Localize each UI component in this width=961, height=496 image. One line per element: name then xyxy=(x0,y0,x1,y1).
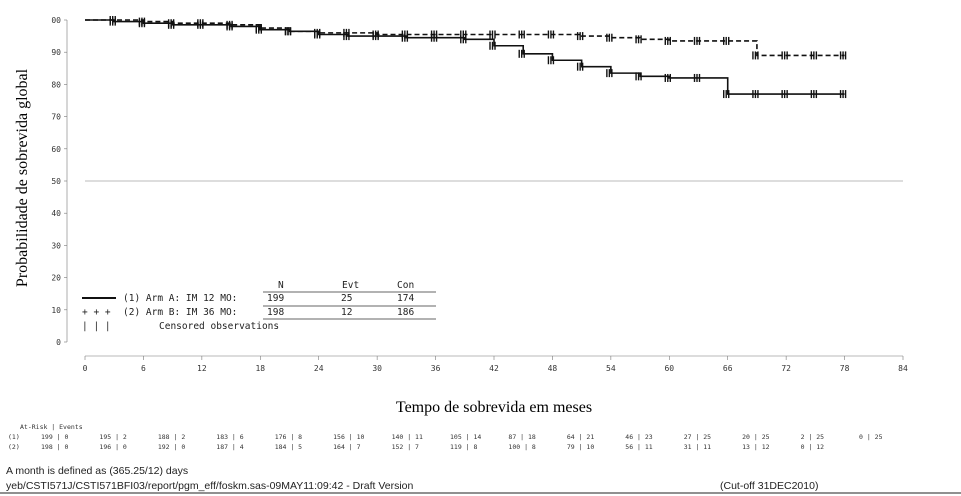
at-risk-cell: 192 | 0 xyxy=(158,443,185,451)
at-risk-table: At-Risk | Events (1) (2) 199 | 0 195 | 2 1… xyxy=(8,423,883,451)
x-tick-label: 48 xyxy=(548,364,558,373)
x-tick-label: 84 xyxy=(898,364,908,373)
y-tick-label: 40 xyxy=(51,209,61,218)
at-risk-cell: 184 | 5 xyxy=(275,443,302,451)
x-tick-label: 72 xyxy=(781,364,791,373)
at-risk-cell: 176 | 8 xyxy=(275,433,302,441)
at-risk-cell: 119 | 8 xyxy=(450,443,477,451)
at-risk-cell: 195 | 2 xyxy=(99,433,126,441)
legend-header-n: N xyxy=(278,280,284,291)
survival-curve-arm-b xyxy=(85,19,845,57)
y-axis: 0 10 20 30 40 50 60 70 80 90 00 xyxy=(51,16,68,347)
at-risk-cell: 31 | 11 xyxy=(684,443,711,451)
at-risk-cell: 0 | 12 xyxy=(801,443,825,451)
survival-curve-arm-a xyxy=(85,19,845,95)
y-tick-label: 50 xyxy=(51,177,61,186)
at-risk-cell: 196 | 0 xyxy=(99,443,126,451)
legend: N Evt Con (1) Arm A: IM 12 MO: 199 25 17… xyxy=(82,280,436,332)
at-risk-cell: 100 | 8 xyxy=(508,443,535,451)
y-tick-label: 80 xyxy=(51,80,61,89)
legend-evt-arm-b: 12 xyxy=(341,307,352,318)
footnote-program-path: yeb/CSTI571J/CSTI571BFI03/report/pgm_eff… xyxy=(6,480,414,492)
legend-n-arm-b: 198 xyxy=(267,307,284,318)
legend-label-arm-b: (2) Arm B: IM 36 MO: xyxy=(123,307,237,318)
y-tick-label: 10 xyxy=(51,306,61,315)
legend-label-censored: Censored observations xyxy=(159,321,279,332)
legend-symbol-arm-b: + + + xyxy=(82,307,111,318)
at-risk-cell: 64 | 21 xyxy=(567,433,594,441)
at-risk-cell: 46 | 23 xyxy=(625,433,652,441)
at-risk-cell: 2 | 25 xyxy=(801,433,825,441)
y-axis-title: Probabilidade de sobrevida global xyxy=(14,68,31,287)
legend-header-evt: Evt xyxy=(342,280,359,291)
y-tick-label: 70 xyxy=(51,113,61,122)
legend-con-arm-a: 174 xyxy=(397,293,414,304)
at-risk-cell: 27 | 25 xyxy=(684,433,711,441)
at-risk-cell: 20 | 25 xyxy=(742,433,769,441)
at-risk-cell: 140 | 11 xyxy=(392,433,423,441)
legend-symbol-censored: | | | xyxy=(82,321,111,332)
at-risk-cell: 188 | 2 xyxy=(158,433,185,441)
footnote-month-definition: A month is defined as (365.25/12) days xyxy=(6,465,188,477)
legend-header-con: Con xyxy=(397,280,414,291)
at-risk-cell: 0 | 25 xyxy=(859,433,883,441)
y-tick-label: 90 xyxy=(51,48,61,57)
legend-n-arm-a: 199 xyxy=(267,293,284,304)
x-tick-label: 42 xyxy=(489,364,499,373)
at-risk-cell: 87 | 18 xyxy=(508,433,535,441)
at-risk-cell: 56 | 11 xyxy=(625,443,652,451)
x-tick-label: 66 xyxy=(723,364,733,373)
y-tick-label: 30 xyxy=(51,241,61,250)
x-tick-label: 12 xyxy=(197,364,207,373)
survival-curves xyxy=(85,16,847,99)
at-risk-cell: 105 | 14 xyxy=(450,433,481,441)
at-risk-cell: 187 | 4 xyxy=(216,443,243,451)
at-risk-cell: 156 | 10 xyxy=(333,433,364,441)
x-tick-label: 30 xyxy=(372,364,382,373)
at-risk-cell: 13 | 12 xyxy=(742,443,769,451)
at-risk-row-label-2: (2) xyxy=(8,443,20,451)
y-tick-label: 20 xyxy=(51,274,61,283)
x-tick-label: 36 xyxy=(431,364,441,373)
at-risk-row-label-1: (1) xyxy=(8,433,20,441)
x-tick-label: 54 xyxy=(606,364,616,373)
at-risk-cell: 152 | 7 xyxy=(392,443,419,451)
x-axis: 0 6 12 18 24 30 36 42 48 54 60 66 72 78 84 xyxy=(83,355,908,373)
x-tick-label: 78 xyxy=(840,364,850,373)
x-axis-title: Tempo de sobrevida em meses xyxy=(396,399,592,416)
y-tick-label: 00 xyxy=(51,16,61,25)
x-tick-label: 60 xyxy=(664,364,674,373)
x-tick-label: 24 xyxy=(314,364,324,373)
at-risk-cell: 198 | 0 xyxy=(41,443,68,451)
at-risk-cell: 183 | 6 xyxy=(216,433,243,441)
x-tick-label: 6 xyxy=(141,364,146,373)
at-risk-cell: 79 | 10 xyxy=(567,443,594,451)
at-risk-cell: 199 | 0 xyxy=(41,433,68,441)
y-tick-label: 0 xyxy=(56,338,61,347)
at-risk-header: At-Risk | Events xyxy=(20,423,83,431)
legend-con-arm-b: 186 xyxy=(397,307,414,318)
legend-label-arm-a: (1) Arm A: IM 12 MO: xyxy=(123,293,237,304)
legend-evt-arm-a: 25 xyxy=(341,293,352,304)
x-tick-label: 18 xyxy=(255,364,265,373)
footnote-cutoff: (Cut-off 31DEC2010) xyxy=(720,480,818,492)
y-tick-label: 60 xyxy=(51,145,61,154)
at-risk-cell: 164 | 7 xyxy=(333,443,360,451)
x-tick-label: 0 xyxy=(83,364,88,373)
